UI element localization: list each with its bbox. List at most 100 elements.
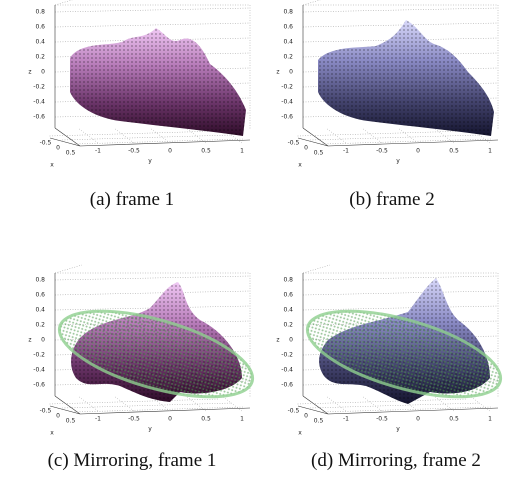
panel: 0.8 0.6 0.4 0.2 0 -0.2 -0.4 -0.6 -1 -0.5 0 0.5 1 -0.5… [276, 0, 498, 169]
x-tick-label: 0 [56, 145, 60, 152]
z-tick-label: 0 [41, 69, 45, 76]
y-tick-label: 1 [488, 148, 492, 155]
grid-line [310, 135, 480, 140]
z-tick-label: -0.6 [33, 382, 45, 389]
z-tick-label: 0.2 [283, 322, 293, 329]
z-tick-label: -0.4 [281, 367, 293, 374]
grid-line [303, 23, 498, 27]
y-tick-label: 0.5 [201, 416, 211, 423]
y-tick-label: 0 [168, 416, 172, 423]
caption: (b) frame 2 [349, 189, 434, 210]
z-tick-label: 0.6 [283, 24, 293, 31]
y-tick-label: 0.5 [201, 148, 211, 155]
y-tick-label: -0.5 [128, 148, 140, 155]
grid-line [62, 403, 232, 408]
grid-line [55, 291, 250, 295]
y-tick-label: -0.5 [376, 148, 388, 155]
grid-line [434, 396, 454, 411]
grid-line [150, 128, 170, 143]
x-tick-label: -0.5 [40, 140, 52, 147]
grid-line [114, 396, 134, 411]
grid-line [55, 23, 250, 27]
x-tick-label: 0 [56, 413, 60, 420]
y-tick-label: -0.5 [376, 416, 388, 423]
y-tick-label: -1 [343, 148, 349, 155]
grid-line [362, 396, 382, 411]
grid-line [303, 291, 498, 295]
grid-line [78, 128, 98, 143]
x-axis-label: x [298, 430, 302, 437]
z-axis-label: z [28, 337, 31, 344]
z-tick-label: 0.6 [35, 24, 45, 31]
z-tick-label: 0.2 [283, 54, 293, 61]
point-cloud-texture [70, 28, 246, 136]
y-tick-label: -1 [95, 416, 101, 423]
x-tick-label: 0.5 [66, 418, 76, 425]
y-axis-label: y [396, 158, 400, 165]
grid-line [326, 396, 346, 411]
z-tick-label: 0 [289, 337, 293, 344]
y-axis-label: y [148, 426, 152, 433]
z-tick-label: 0 [41, 337, 45, 344]
z-tick-label: -0.2 [281, 84, 293, 91]
grid-line [310, 403, 480, 408]
y-tick-label: 0 [416, 416, 420, 423]
z-tick-label: 0 [289, 69, 293, 76]
z-axis-label: z [276, 69, 279, 76]
z-tick-label: -0.6 [281, 114, 293, 121]
x-tick-label: 0.5 [66, 150, 76, 157]
grid-line [398, 128, 418, 143]
grid-line [78, 396, 98, 411]
z-axis-label: z [28, 69, 31, 76]
x-tick-label: 0.5 [314, 150, 324, 157]
grid-line [50, 131, 220, 136]
grid-line [303, 8, 498, 12]
x-tick-label: 0 [304, 145, 308, 152]
x-axis-label: x [298, 162, 302, 169]
grid-line [50, 399, 220, 404]
y-tick-label: 0 [416, 148, 420, 155]
y-tick-label: 1 [488, 416, 492, 423]
z-axis-label: z [276, 337, 279, 344]
y-tick-label: 0.5 [449, 416, 459, 423]
y-tick-label: 1 [240, 416, 244, 423]
grid-line [62, 135, 232, 140]
z-tick-label: 0.6 [283, 292, 293, 299]
z-tick-label: -0.6 [33, 114, 45, 121]
x-axis-label: x [50, 162, 54, 169]
x-axis-label: x [50, 430, 54, 437]
y-tick-label: 1 [240, 148, 244, 155]
z-tick-label: 0.2 [35, 54, 45, 61]
grid-line [298, 399, 468, 404]
z-tick-label: 0.8 [283, 9, 293, 16]
z-tick-label: -0.2 [281, 352, 293, 359]
grid-line [55, 8, 250, 12]
z-tick-label: -0.4 [33, 367, 45, 374]
y-axis-label: y [396, 426, 400, 433]
grid-line [326, 128, 346, 143]
x-tick-label: 0.5 [314, 418, 324, 425]
z-tick-label: 0.4 [283, 39, 293, 46]
z-tick-label: 0.4 [35, 307, 45, 314]
grid-line [362, 128, 382, 143]
z-tick-label: -0.2 [33, 352, 45, 359]
caption: (c) Mirroring, frame 1 [48, 450, 217, 471]
z-tick-label: 0.8 [35, 277, 45, 284]
panel: 0.80.60.40.20-0.2-0.4-0.6-1-0.500.51-0.5… [28, 0, 250, 169]
z-tick-label: 0.8 [283, 277, 293, 284]
z-tick-label: -0.4 [33, 99, 45, 106]
y-tick-label: -1 [95, 148, 101, 155]
x-tick-label: -0.5 [40, 408, 52, 415]
x-tick-label: 0 [304, 413, 308, 420]
figure: 0.8 0.6 0.4 0.2 0 -0.2 -0.4 -0.6 -1 -0.5 0 0.5 1 -0.5… [0, 0, 507, 479]
caption: (a) frame 1 [90, 189, 174, 210]
x-tick-label: -0.5 [288, 140, 300, 147]
z-tick-label: -0.4 [281, 99, 293, 106]
grid-line [55, 276, 250, 280]
y-tick-label: -1 [343, 416, 349, 423]
x-tick-label: -0.5 [288, 408, 300, 415]
y-tick-label: -0.5 [128, 416, 140, 423]
z-tick-label: 0.4 [35, 39, 45, 46]
